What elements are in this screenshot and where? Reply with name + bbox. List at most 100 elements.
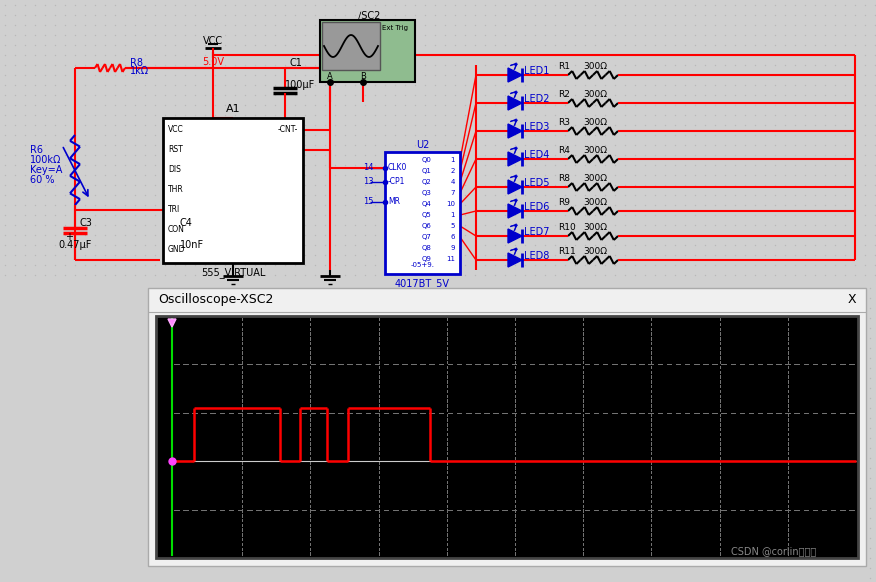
Point (88, 120, 102, 130)
Point (98, 221, 112, 230)
Point (548, 10, 562, 20)
Point (418, 120, 432, 130)
Point (658, 40, 672, 49)
Point (458, 20, 472, 30)
Point (148, 150, 162, 159)
Point (198, 100, 212, 109)
Point (498, 180, 512, 190)
Point (88, 80, 102, 90)
Point (268, 61, 282, 70)
Point (588, 130, 602, 140)
Point (348, 100, 362, 109)
Point (128, 221, 142, 230)
Point (758, 90, 772, 100)
Point (148, 171, 162, 180)
Point (88, 100, 102, 109)
Point (88, 180, 102, 190)
Point (358, 120, 372, 130)
Point (168, 61, 182, 70)
Point (198, 161, 212, 170)
Point (768, 10, 782, 20)
Point (528, 130, 542, 140)
Point (378, 130, 392, 140)
Point (448, 180, 462, 190)
Text: C1: C1 (290, 58, 303, 68)
Point (108, 271, 122, 280)
Point (538, 61, 552, 70)
Point (558, 260, 572, 269)
Point (408, 120, 422, 130)
Point (168, 161, 182, 170)
Point (0, 180, 12, 190)
Point (588, 100, 602, 109)
Point (0, 161, 12, 170)
Point (848, 20, 862, 30)
Point (228, 260, 242, 269)
Point (68, 250, 82, 260)
Point (788, 61, 802, 70)
Text: X: X (848, 293, 857, 306)
Point (578, 70, 592, 80)
Point (678, 80, 692, 90)
Point (568, 40, 582, 49)
Point (458, 221, 472, 230)
Point (398, 80, 412, 90)
Point (78, 111, 92, 120)
Point (108, 161, 122, 170)
Point (838, 161, 852, 170)
Point (328, 150, 342, 159)
Point (718, 111, 732, 120)
Point (458, 271, 472, 280)
Point (648, 200, 662, 210)
Point (558, 20, 572, 30)
Point (138, 70, 152, 80)
Point (778, 250, 792, 260)
Point (458, 230, 472, 240)
Point (118, 250, 132, 260)
Point (118, 130, 132, 140)
Point (848, 100, 862, 109)
Point (68, 240, 82, 250)
Point (528, 161, 542, 170)
Point (248, 250, 262, 260)
Point (278, 90, 292, 100)
Point (438, 10, 452, 20)
Point (38, 221, 52, 230)
Point (18, 61, 32, 70)
Point (828, 190, 842, 200)
Point (758, 51, 772, 60)
Point (518, 1, 532, 10)
Point (518, 190, 532, 200)
Point (528, 70, 542, 80)
Point (318, 90, 332, 100)
Point (0, 200, 12, 210)
Point (218, 171, 232, 180)
Point (158, 120, 172, 130)
Point (638, 30, 652, 40)
Point (758, 171, 772, 180)
Point (98, 120, 112, 130)
Point (258, 161, 272, 170)
Point (718, 221, 732, 230)
Point (168, 120, 182, 130)
Text: CON: CON (168, 225, 185, 235)
Point (778, 180, 792, 190)
Point (858, 180, 872, 190)
Point (678, 51, 692, 60)
Point (358, 61, 372, 70)
Point (208, 130, 222, 140)
Point (198, 10, 212, 20)
Point (48, 200, 62, 210)
Point (568, 250, 582, 260)
Point (868, 140, 876, 150)
Point (738, 260, 752, 269)
Point (708, 150, 722, 159)
Point (78, 161, 92, 170)
Point (108, 90, 122, 100)
Point (318, 230, 332, 240)
Point (818, 200, 832, 210)
Point (528, 221, 542, 230)
Point (8, 90, 22, 100)
Point (448, 200, 462, 210)
Point (708, 40, 722, 49)
